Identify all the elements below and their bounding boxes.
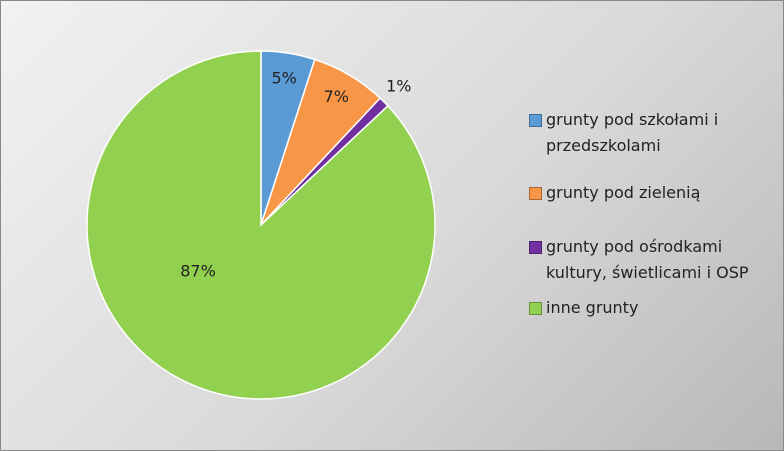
legend-swatch — [529, 114, 542, 127]
data-label: 1% — [386, 77, 411, 96]
legend-entry: grunty pod ośrodkami kultury, świetlicam… — [529, 234, 759, 286]
data-label: 7% — [324, 87, 349, 106]
legend-label: grunty pod szkołami i przedszkolami — [546, 110, 719, 155]
legend-label: grunty pod ośrodkami kultury, świetlicam… — [546, 237, 749, 282]
data-label: 5% — [271, 68, 296, 87]
data-label: 87% — [180, 262, 216, 281]
pie-slice — [86, 50, 436, 400]
legend-swatch — [529, 302, 542, 315]
legend-entry: inne grunty — [529, 295, 759, 321]
legend-label: grunty pod zielenią — [546, 183, 701, 202]
legend-entry: grunty pod zielenią — [529, 180, 759, 206]
legend-entry: grunty pod szkołami i przedszkolami — [529, 107, 759, 159]
legend-swatch — [529, 187, 542, 200]
legend-swatch — [529, 241, 542, 254]
legend-label: inne grunty — [546, 298, 639, 317]
